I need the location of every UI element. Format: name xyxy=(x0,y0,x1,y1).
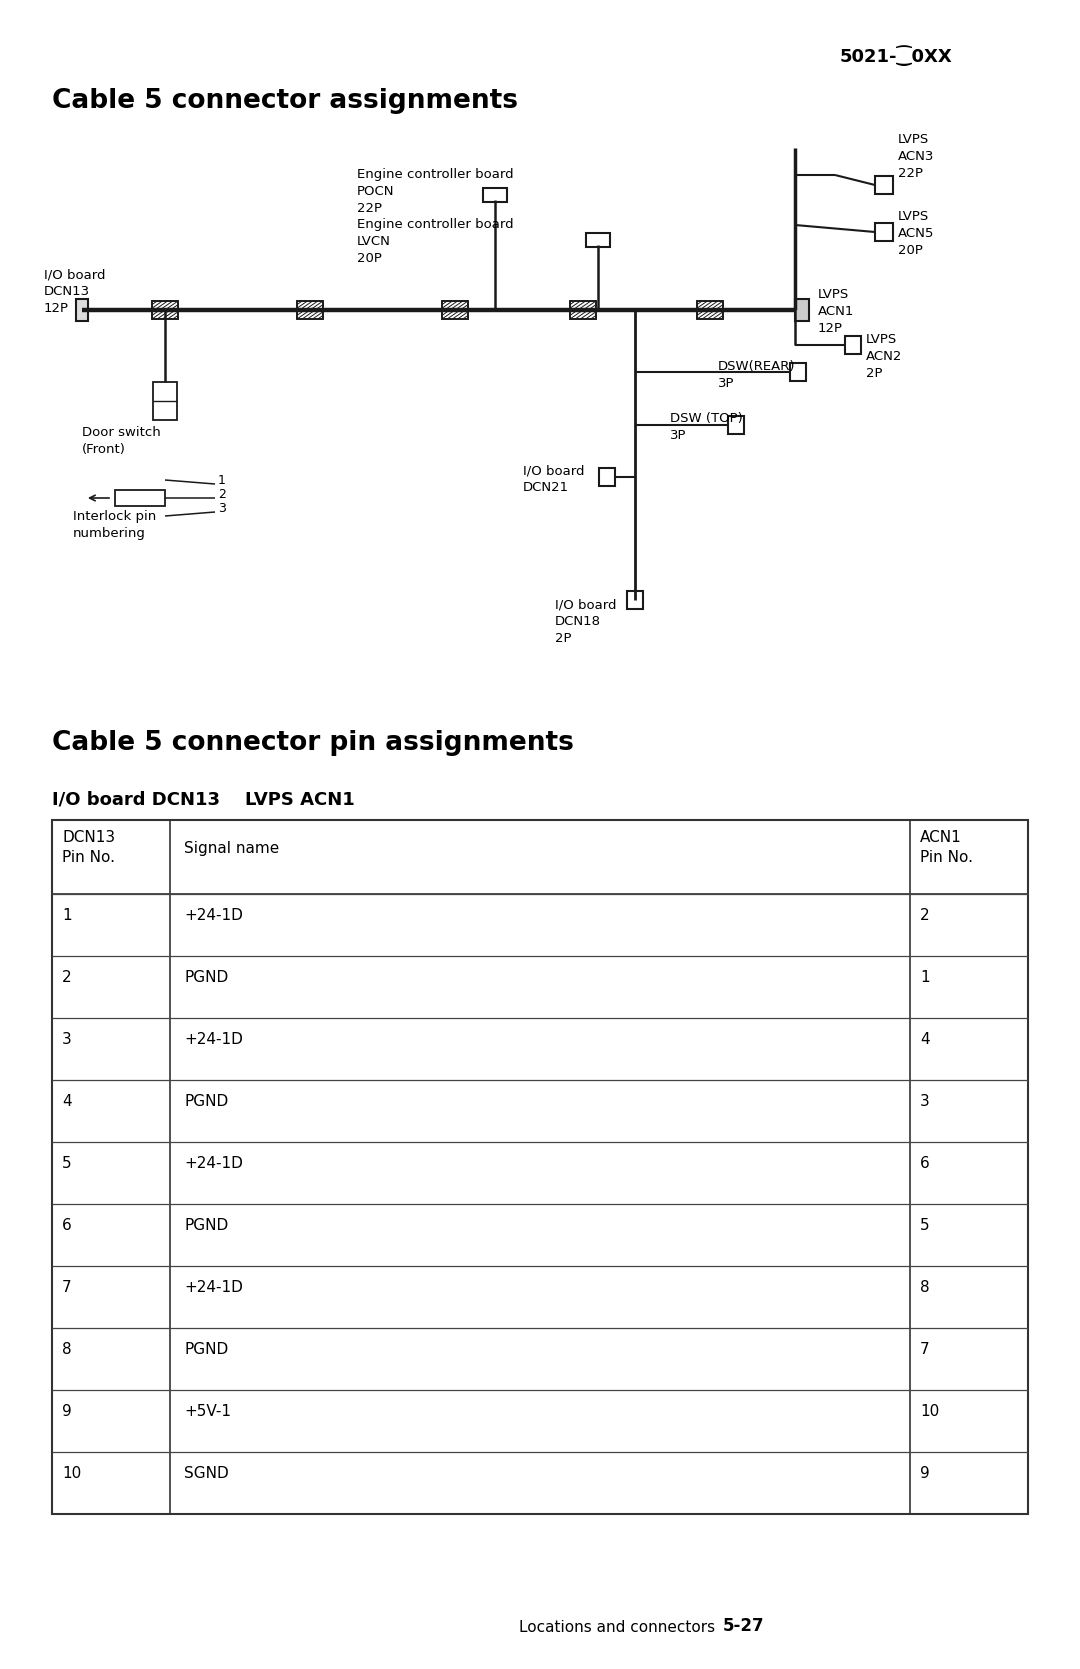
Bar xyxy=(875,175,893,194)
Text: DSW(REAR)
3P: DSW(REAR) 3P xyxy=(718,361,796,391)
Text: Interlock pin
numbering: Interlock pin numbering xyxy=(73,511,157,541)
Text: 2: 2 xyxy=(218,487,226,501)
Bar xyxy=(570,300,596,319)
Text: 6: 6 xyxy=(62,1218,71,1233)
Text: Cable 5 connector pin assignments: Cable 5 connector pin assignments xyxy=(52,729,573,756)
Text: 5-27: 5-27 xyxy=(723,1617,765,1636)
Text: 5: 5 xyxy=(920,1218,930,1233)
Bar xyxy=(627,591,643,609)
Bar xyxy=(845,335,861,354)
Text: +24-1D: +24-1D xyxy=(184,1157,243,1172)
Bar xyxy=(697,300,723,319)
Text: I/O board
DCN13
12P: I/O board DCN13 12P xyxy=(44,269,106,315)
Text: 1: 1 xyxy=(218,474,226,486)
Bar xyxy=(152,300,178,319)
Text: +24-1D: +24-1D xyxy=(184,1031,243,1046)
Text: 5021-⁐0XX: 5021-⁐0XX xyxy=(840,45,953,65)
Bar xyxy=(442,300,468,319)
Text: I/O board
DCN21: I/O board DCN21 xyxy=(523,464,584,494)
Text: 5: 5 xyxy=(62,1157,71,1172)
Text: 3: 3 xyxy=(62,1031,71,1046)
Text: +5V-1: +5V-1 xyxy=(184,1404,231,1419)
Bar xyxy=(599,467,615,486)
Text: 6: 6 xyxy=(920,1157,930,1172)
Text: 1: 1 xyxy=(920,970,930,985)
Bar xyxy=(875,224,893,240)
Text: 10: 10 xyxy=(62,1465,81,1480)
Text: 4: 4 xyxy=(920,1031,930,1046)
Bar xyxy=(297,300,323,319)
Text: +24-1D: +24-1D xyxy=(184,1280,243,1295)
Text: Engine controller board
POCN
22P: Engine controller board POCN 22P xyxy=(357,169,514,215)
Text: 3: 3 xyxy=(920,1093,930,1108)
Text: Signal name: Signal name xyxy=(184,841,280,856)
Bar xyxy=(697,300,723,319)
Text: 10: 10 xyxy=(920,1404,940,1419)
Text: 8: 8 xyxy=(62,1342,71,1357)
Text: 2: 2 xyxy=(62,970,71,985)
Text: 8: 8 xyxy=(920,1280,930,1295)
Text: PGND: PGND xyxy=(184,970,228,985)
Text: I/O board
DCN18
2P: I/O board DCN18 2P xyxy=(555,598,617,644)
Text: Locations and connectors: Locations and connectors xyxy=(519,1621,720,1636)
Bar xyxy=(297,300,323,319)
Text: DCN13
Pin No.: DCN13 Pin No. xyxy=(62,829,116,865)
Text: Engine controller board
LVCN
20P: Engine controller board LVCN 20P xyxy=(357,219,514,265)
Bar xyxy=(114,491,165,506)
Bar xyxy=(789,362,806,381)
Text: 4: 4 xyxy=(62,1093,71,1108)
Text: SGND: SGND xyxy=(184,1465,229,1480)
Text: LVPS
ACN1
12P: LVPS ACN1 12P xyxy=(818,289,854,335)
Text: 9: 9 xyxy=(62,1404,71,1419)
Text: LVPS
ACN5
20P: LVPS ACN5 20P xyxy=(897,210,934,257)
Text: +24-1D: +24-1D xyxy=(184,908,243,923)
Bar xyxy=(795,299,809,320)
Bar xyxy=(728,416,744,434)
Bar xyxy=(483,189,507,202)
Text: 2: 2 xyxy=(920,908,930,923)
Text: Door switch
(Front): Door switch (Front) xyxy=(82,426,161,456)
Text: 9: 9 xyxy=(920,1465,930,1480)
Text: 7: 7 xyxy=(62,1280,71,1295)
Text: ACN1
Pin No.: ACN1 Pin No. xyxy=(920,829,973,865)
Text: PGND: PGND xyxy=(184,1342,228,1357)
Text: 3: 3 xyxy=(218,501,226,514)
Text: PGND: PGND xyxy=(184,1218,228,1233)
Text: PGND: PGND xyxy=(184,1093,228,1108)
Bar xyxy=(152,300,178,319)
Bar xyxy=(153,382,177,421)
Bar xyxy=(570,300,596,319)
Text: I/O board DCN13    LVPS ACN1: I/O board DCN13 LVPS ACN1 xyxy=(52,789,354,808)
Text: Cable 5 connector assignments: Cable 5 connector assignments xyxy=(52,88,518,113)
Text: LVPS
ACN2
2P: LVPS ACN2 2P xyxy=(866,334,903,381)
Bar xyxy=(52,819,1028,1514)
Text: LVPS
ACN3
22P: LVPS ACN3 22P xyxy=(897,134,934,180)
Bar xyxy=(76,299,87,320)
Text: DSW (TOP)
3P: DSW (TOP) 3P xyxy=(670,412,743,442)
Text: 1: 1 xyxy=(62,908,71,923)
Bar xyxy=(586,234,610,247)
Text: 7: 7 xyxy=(920,1342,930,1357)
Bar xyxy=(442,300,468,319)
